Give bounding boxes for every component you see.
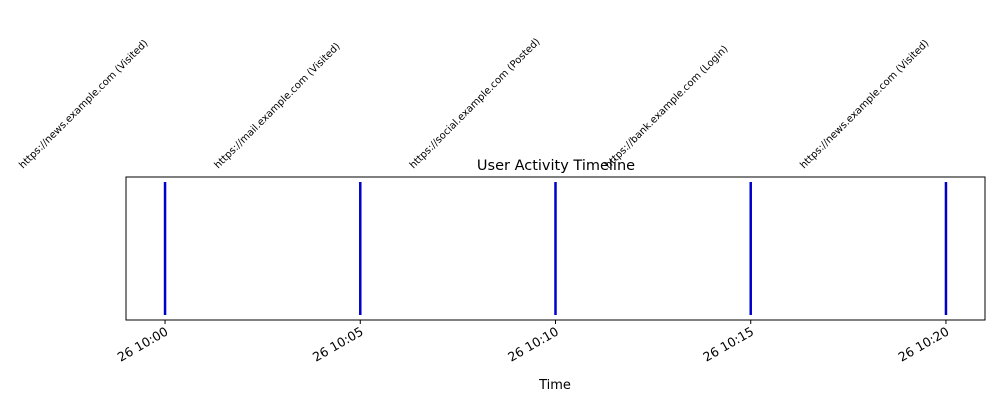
event-annotation-5: https://news.example.com (Visited)	[798, 38, 931, 171]
event-lines	[163, 182, 948, 315]
event-annotations: https://news.example.com (Visited) https:…	[17, 36, 931, 171]
event-annotation-2: https://mail.example.com (Visited)	[213, 41, 343, 171]
x-axis-label: Time	[538, 378, 571, 393]
x-tick-label-3: 26 10:10	[505, 324, 561, 365]
x-tick-label-1: 26 10:00	[115, 324, 171, 365]
x-axis-ticks: 26 10:00 26 10:05 26 10:10 26 10:15 26 10:20	[115, 320, 952, 365]
x-tick-label-5: 26 10:20	[896, 324, 952, 365]
event-annotation-4: https://bank.example.com (Login)	[603, 44, 730, 171]
x-tick-label-2: 26 10:05	[310, 324, 366, 365]
x-tick-label-4: 26 10:15	[700, 324, 756, 365]
chart-title: User Activity Timeline	[477, 158, 635, 174]
event-annotation-3: https://social.example.com (Posted)	[408, 36, 543, 171]
event-annotation-1: https://news.example.com (Visited)	[17, 38, 150, 171]
